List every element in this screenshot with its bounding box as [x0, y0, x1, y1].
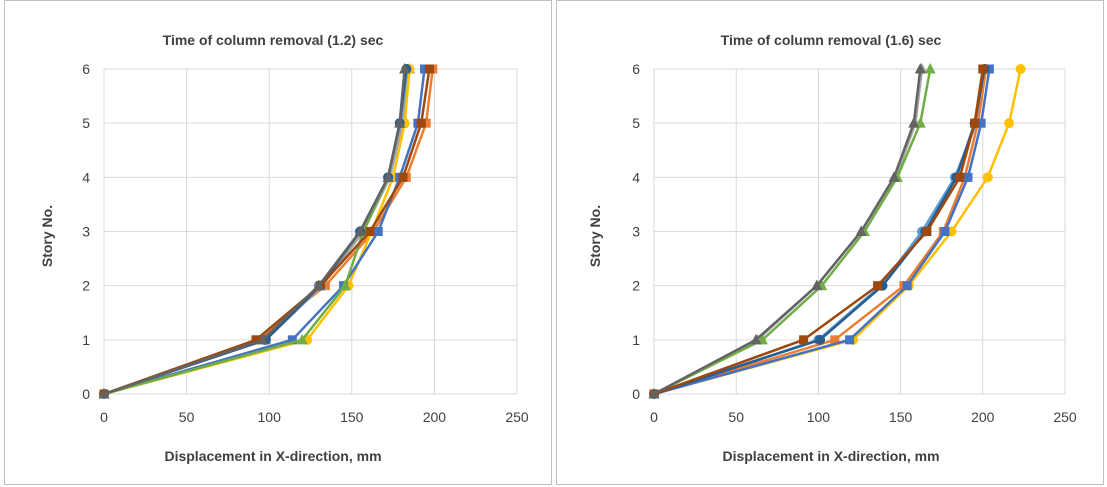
- chart-panel-right: Time of column removal (1.6) sec Displac…: [556, 0, 1104, 485]
- x-tick-label: 100: [258, 409, 282, 425]
- data-point: [982, 172, 993, 183]
- x-tick-label: 50: [179, 409, 195, 425]
- y-tick-label: 3: [632, 224, 640, 240]
- data-point: [845, 335, 855, 345]
- y-axis-title: Story No.: [39, 205, 55, 267]
- data-point: [257, 333, 269, 345]
- data-point: [1015, 64, 1026, 74]
- x-tick-label: 0: [650, 409, 658, 425]
- data-point: [251, 335, 261, 345]
- data-point: [830, 335, 840, 345]
- x-tick-label: 200: [971, 409, 995, 425]
- series: [648, 63, 926, 399]
- plot-area: 0 50 100 150 200 250 0 1 2 3 4 5 6: [632, 61, 1077, 425]
- x-axis-title: Displacement in X-direction, mm: [722, 448, 939, 464]
- y-tick-label: 0: [82, 386, 90, 402]
- y-tick-label: 1: [82, 332, 90, 348]
- data-point: [750, 333, 762, 345]
- data-point: [963, 172, 973, 182]
- chart-right-svg: Time of column removal (1.6) sec Displac…: [587, 32, 1077, 464]
- data-point: [855, 225, 867, 236]
- x-tick-label: 150: [889, 409, 913, 425]
- x-tick-label: 250: [505, 409, 529, 425]
- data-point: [421, 118, 431, 128]
- y-tick-label: 2: [82, 278, 90, 294]
- y-tick-label: 6: [82, 61, 90, 77]
- data-point: [976, 118, 986, 128]
- chart-title: Time of column removal (1.6) sec: [721, 32, 942, 48]
- y-tick-label: 0: [632, 386, 640, 402]
- data-point: [978, 64, 988, 74]
- y-tick-label: 4: [632, 169, 640, 185]
- data-point: [394, 117, 406, 128]
- chart-panel-left: Time of column removal (1.2) sec Displac…: [4, 0, 552, 485]
- data-point: [296, 333, 308, 345]
- x-tick-label: 100: [807, 409, 831, 425]
- y-tick-label: 3: [82, 224, 90, 240]
- x-tick-label: 250: [1053, 409, 1077, 425]
- y-tick-label: 6: [632, 61, 640, 77]
- data-point: [955, 172, 965, 182]
- x-tick-label: 150: [340, 409, 364, 425]
- data-point: [873, 281, 883, 291]
- data-point: [419, 64, 429, 74]
- data-point: [1004, 118, 1015, 129]
- data-point: [98, 388, 110, 399]
- data-point: [908, 117, 920, 128]
- data-point: [399, 63, 411, 74]
- data-point: [815, 334, 826, 345]
- data-point: [416, 118, 426, 128]
- data-point: [382, 171, 394, 182]
- data-point: [922, 227, 932, 236]
- data-point: [888, 171, 900, 182]
- data-point: [339, 279, 351, 291]
- data-point: [424, 64, 434, 74]
- data-point: [914, 63, 926, 74]
- data-point: [373, 227, 383, 236]
- series: [98, 63, 411, 399]
- chart-left-svg: Time of column removal (1.2) sec Displac…: [39, 32, 529, 464]
- data-point: [940, 227, 950, 236]
- data-point: [313, 279, 325, 291]
- data-point: [902, 281, 912, 291]
- chart-title: Time of column removal (1.2) sec: [163, 32, 384, 48]
- y-tick-label: 4: [82, 169, 90, 185]
- x-axis-title: Displacement in X-direction, mm: [164, 448, 381, 464]
- x-tick-label: 200: [423, 409, 447, 425]
- y-tick-label: 1: [632, 332, 640, 348]
- y-tick-label: 2: [632, 278, 640, 294]
- data-point: [799, 335, 809, 345]
- data-point: [287, 335, 297, 345]
- data-point: [970, 118, 980, 128]
- data-point: [354, 225, 366, 236]
- data-point: [811, 279, 823, 291]
- y-tick-label: 5: [82, 115, 90, 131]
- y-axis-title: Story No.: [587, 205, 603, 267]
- data-point: [398, 172, 408, 182]
- y-tick-label: 5: [632, 115, 640, 131]
- data-point: [924, 63, 936, 74]
- x-tick-label: 0: [100, 409, 108, 425]
- x-tick-label: 50: [728, 409, 744, 425]
- data-point: [648, 388, 660, 399]
- plot-area: 0 50 100 150 200 250 0 1 2 3 4 5 6: [82, 61, 529, 425]
- series: [648, 63, 928, 399]
- data-point: [365, 227, 375, 236]
